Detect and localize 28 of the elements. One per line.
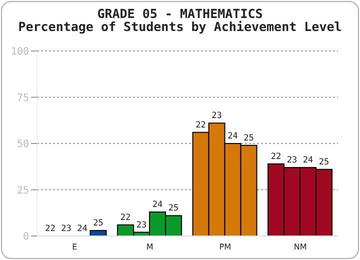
chart-subtitle: Percentage of Students by Achievement Level bbox=[17, 19, 343, 34]
text: 23 bbox=[212, 111, 222, 122]
x-tick-label: NM bbox=[294, 242, 307, 252]
x-tick-label: PM bbox=[219, 242, 232, 252]
x-tick-label: E bbox=[72, 242, 78, 252]
y-tick-label: 50 bbox=[16, 139, 29, 150]
text: 25 bbox=[318, 157, 330, 168]
series-label: 23 bbox=[61, 224, 72, 234]
text: 23 bbox=[136, 220, 147, 230]
text: 23 bbox=[286, 156, 298, 166]
series-label: 22 bbox=[45, 224, 56, 234]
text: 24 bbox=[302, 156, 314, 166]
x-tick-label: M bbox=[146, 242, 154, 252]
text: 25 bbox=[168, 204, 179, 214]
y-tick-label: 100 bbox=[10, 46, 29, 58]
text: 22 bbox=[270, 152, 282, 162]
text: 24 bbox=[152, 200, 163, 210]
series-label: 25 bbox=[93, 218, 104, 228]
series-label: 24 bbox=[77, 224, 88, 234]
y-tick-label: 25 bbox=[16, 185, 29, 196]
text: 22 bbox=[196, 120, 206, 130]
text: 22 bbox=[120, 212, 131, 223]
text: 24 bbox=[228, 132, 238, 142]
y-tick-label: 0 bbox=[22, 232, 29, 243]
bar bbox=[90, 230, 107, 236]
y-tick-label: 75 bbox=[16, 92, 29, 104]
chart-title: GRADE 05 - MATHEMATICS bbox=[96, 6, 263, 21]
text: 25 bbox=[244, 133, 254, 144]
